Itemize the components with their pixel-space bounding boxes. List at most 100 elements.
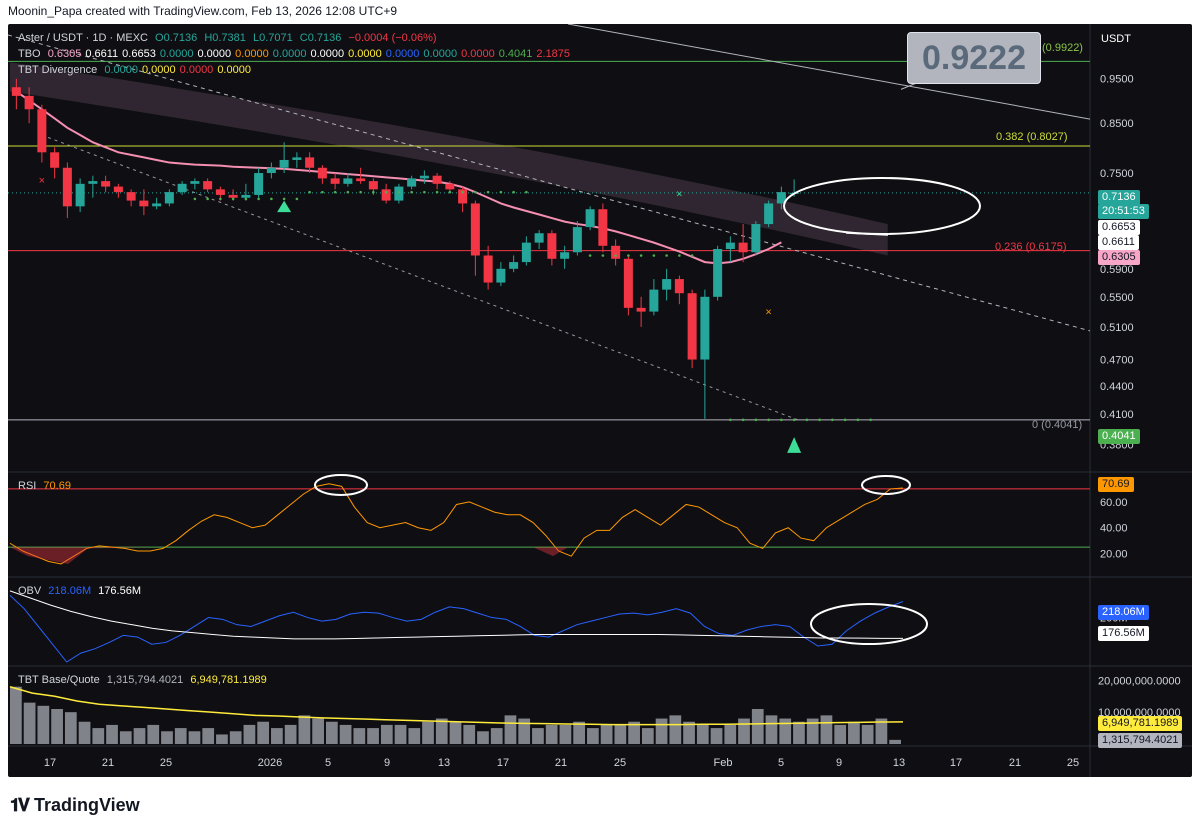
tbo-value-4: 0.0000 [197, 48, 232, 60]
signal-dot [435, 190, 439, 194]
candle-body [432, 175, 442, 184]
price-annotation[interactable]: 0.9222 [907, 32, 1041, 84]
date-tick-16: 25 [1067, 757, 1079, 769]
date-tick-13: 13 [893, 757, 905, 769]
signal-dot [372, 190, 375, 194]
tbo-legend[interactable]: TBO 0.6305 0.6611 0.6653 0.0000 0.0000 0.0000… [18, 48, 574, 60]
tbo-cloud [10, 62, 888, 256]
volume-ma-line [9, 686, 904, 726]
symbol-label[interactable]: Aster / USDT · 1D · MEXC [18, 32, 148, 44]
signal-dot [308, 190, 311, 194]
rsi-tick-0: 60.00 [1100, 497, 1128, 509]
date-tick-4: 5 [325, 757, 331, 769]
tbo-value-1: 0.6611 [85, 48, 119, 60]
volume-bar [188, 731, 201, 744]
volume-bar [449, 721, 462, 744]
fib-382-label: 0.382 (0.8027) [996, 131, 1068, 143]
volume-bar [861, 724, 874, 744]
signal-dot [231, 197, 235, 201]
candle-body [381, 189, 391, 201]
candle-body [419, 175, 429, 179]
volume-bar [490, 728, 503, 744]
price-tick-4: 0.5500 [1100, 292, 1134, 304]
date-tick-12: 9 [836, 757, 842, 769]
tbt_div-value-2: 0.0000 [179, 64, 214, 76]
candle-body [228, 194, 238, 198]
tbt_div-value-1: 0.0000 [142, 64, 176, 76]
candle-body [547, 233, 557, 259]
volume-bar [738, 718, 750, 744]
signal-dot [831, 418, 834, 422]
currency-label[interactable]: USDT [1101, 33, 1131, 45]
rsi-tick-1: 40.00 [1100, 523, 1128, 535]
candle-body [152, 203, 162, 207]
volume-bar [518, 718, 531, 744]
volume-bar [806, 718, 819, 744]
countdown-tag: 20:51:53 [1098, 204, 1149, 219]
date-tick-6: 13 [438, 757, 450, 769]
price-tick-1: 0.8500 [1100, 118, 1134, 130]
volume-bar [793, 721, 805, 744]
volume-bar [92, 728, 105, 744]
candle-body [483, 255, 493, 283]
candle-body [190, 181, 200, 184]
obv-legend[interactable]: OBV 218.06M 176.56M [18, 585, 145, 597]
volume-bar [751, 709, 764, 744]
signal-dot [869, 418, 872, 422]
footer [0, 777, 1200, 833]
volume-bar [37, 705, 50, 744]
open-value: O0.7136 [155, 32, 198, 44]
buy-marker [277, 200, 292, 213]
chart-frame[interactable]: 0.9500 0.8500 0.7500 0.5900 0.5500 0.5100 0.47… [8, 24, 1192, 777]
main-legend: Aster / USDT · 1D · MEXC O0.7136 H0.7381… [18, 32, 441, 44]
candle-body [776, 192, 786, 204]
signal-dot [384, 190, 388, 194]
candle-body [560, 252, 570, 259]
candle-body [725, 242, 735, 250]
price-tick-3: 0.5900 [1100, 264, 1134, 276]
volume-bar [834, 724, 847, 744]
signal-dot [639, 254, 643, 257]
volume-bar [51, 709, 63, 744]
volume-bar [614, 724, 627, 744]
signal-dot [665, 254, 668, 257]
candle-body [24, 95, 34, 110]
volume-legend[interactable]: TBT Base/Quote 1,315,794.4021 6,949,781.… [18, 674, 271, 686]
candle-body [62, 167, 72, 207]
volume-bar [820, 715, 833, 744]
obv-ma-tag: 176.56M [1098, 626, 1149, 641]
signal-dot [295, 197, 299, 201]
rsi-legend[interactable]: RSI 70.69 [18, 480, 75, 492]
signal-dot [333, 190, 337, 194]
candle-body [292, 157, 302, 160]
signal-dot [410, 190, 413, 194]
volume-bar [257, 721, 270, 744]
tbo-value-13: 2.1875 [536, 48, 571, 60]
chart-canvas[interactable]: 0.9500 0.8500 0.7500 0.5900 0.5500 0.5100 0.47… [8, 24, 1192, 777]
candle-body [636, 307, 646, 312]
volume-value: 1,315,794.4021 [106, 674, 184, 686]
volume-bar [133, 728, 146, 744]
tradingview-logo[interactable]: 𝟏𝐕 TradingView [10, 795, 140, 816]
candle-body [623, 258, 633, 308]
candle-body [764, 203, 774, 225]
candle-body [75, 183, 85, 207]
candle-body [662, 279, 672, 290]
volume-bar [298, 715, 311, 744]
candle-body [11, 87, 21, 96]
low-value: L0.7071 [252, 32, 293, 44]
date-tick-3: 2026 [258, 757, 282, 769]
tbt_div-value-0: 0.0000 [104, 64, 138, 76]
candle-body [700, 296, 710, 360]
volume-bar [216, 734, 228, 744]
tbo-tag-1: 0.6653 [1098, 220, 1140, 235]
signal-dot [741, 418, 745, 422]
candle-body [368, 181, 378, 190]
volume-bar [683, 721, 695, 744]
signal-dot [397, 190, 401, 194]
tbo-tag-3: 0.6305 [1098, 250, 1140, 265]
high-value: H0.7381 [204, 32, 246, 44]
signal-dot [448, 190, 452, 194]
volume-bar [312, 718, 324, 744]
divergence-legend[interactable]: TBT Divergence 0.0000 0.0000 0.0000 0.0000 [18, 64, 255, 76]
